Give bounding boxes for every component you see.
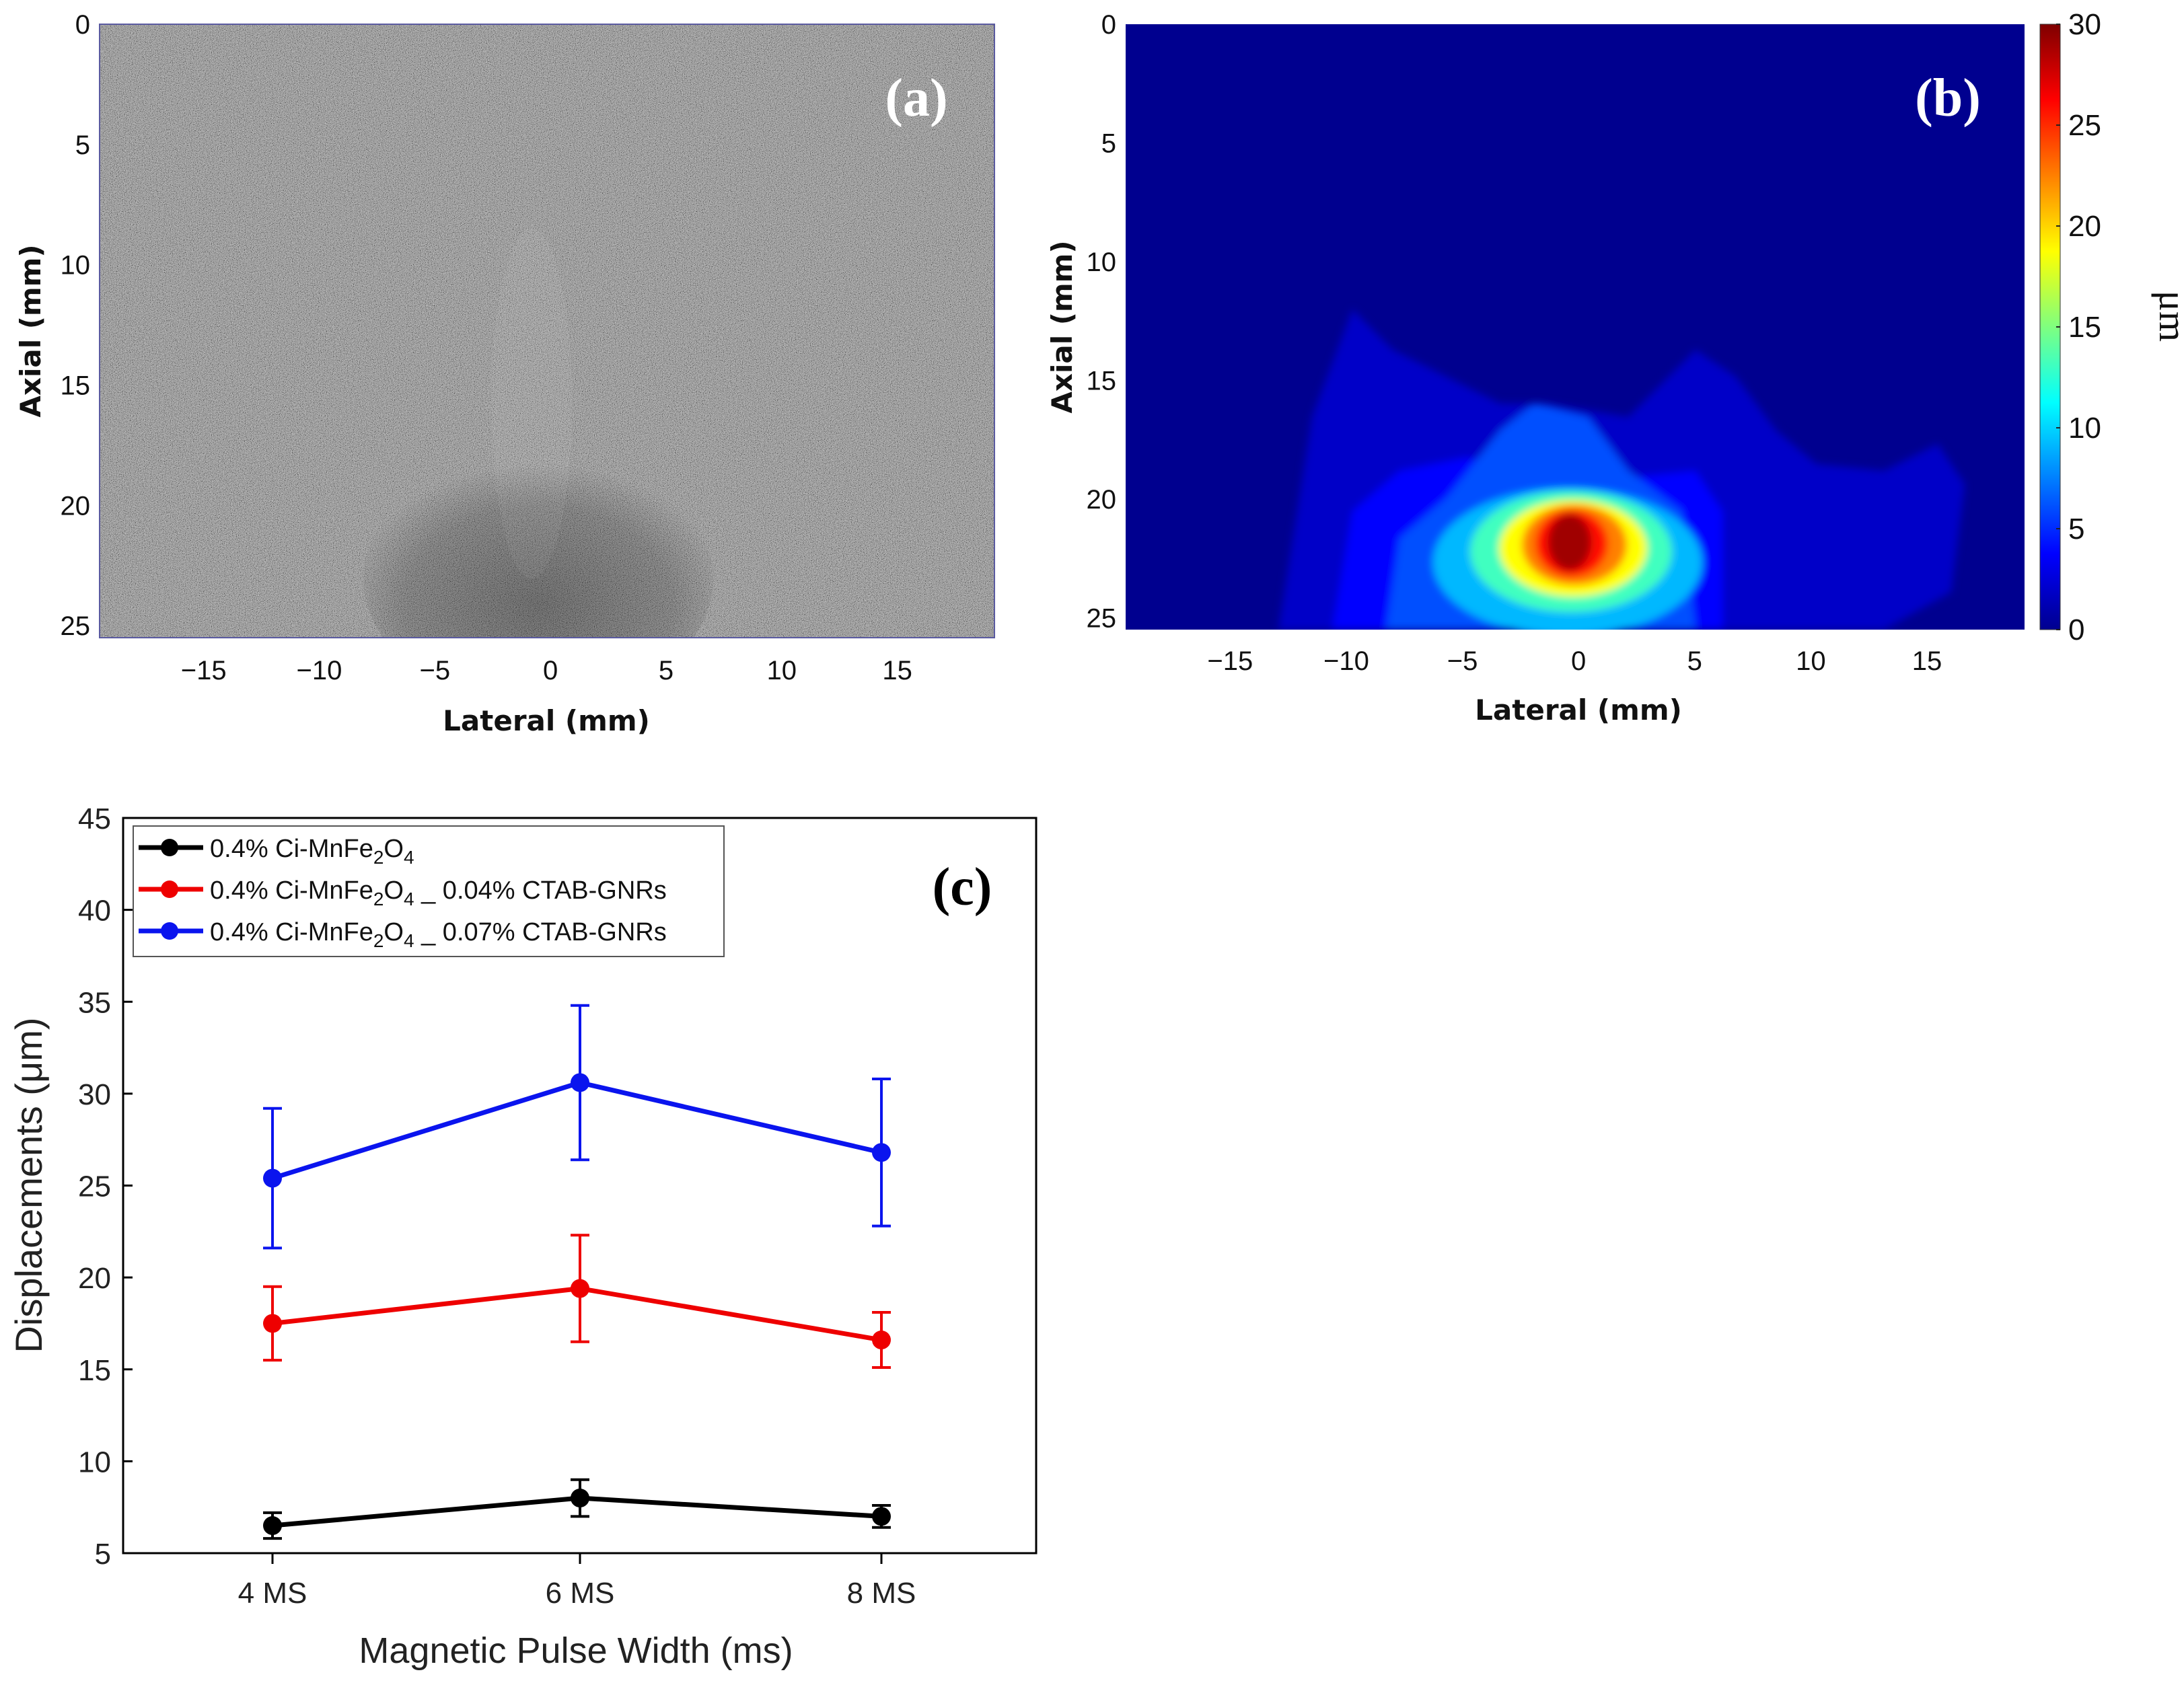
panel-b-y-tick-label: 10 <box>1087 248 1117 277</box>
series-0 <box>263 1478 891 1540</box>
data-point <box>872 1143 891 1162</box>
legend-marker <box>161 922 178 940</box>
panel-b-y-tick-label: 5 <box>1101 128 1116 158</box>
panel-b-x-tick-label: −10 <box>1323 646 1369 676</box>
data-point <box>571 1489 589 1508</box>
panel-b-y-axis-label: Axial (mm) <box>1046 240 1079 413</box>
y-tick-label: 20 <box>78 1262 111 1295</box>
panel-a-y-tick-label: 15 <box>61 371 91 400</box>
panel-a-x-tick-label: −5 <box>420 656 451 685</box>
data-point <box>263 1168 282 1188</box>
colorbar-tick-label: 10 <box>2068 412 2101 445</box>
y-tick-label: 10 <box>78 1446 111 1478</box>
panel-a-y-ticks: 0 5 10 15 20 25 <box>61 10 91 641</box>
panel-b-colorbar-unit: μm <box>2151 291 2184 342</box>
x-tick-label: 6 MS <box>546 1577 615 1610</box>
panel-a-x-tick-label: 0 <box>543 656 558 685</box>
y-tick-label: 5 <box>95 1538 111 1571</box>
legend-label: 0.4% Ci-MnFe2O4 _ 0.04% CTAB-GNRs <box>210 876 667 909</box>
panel-b-x-tick-label: 0 <box>1571 646 1586 676</box>
panel-b-y-tick-label: 25 <box>1087 603 1117 633</box>
panel-c-legend: 0.4% Ci-MnFe2O4 0.4% Ci-MnFe2O4 _ 0.04% C… <box>133 825 725 957</box>
data-point <box>571 1073 589 1092</box>
panel-c-series <box>263 1004 891 1540</box>
panel-b-heatmap <box>1126 24 2025 630</box>
panel-c-y-axis-label: Displacements (μm) <box>7 1017 50 1353</box>
panel-a-x-tick-label: 5 <box>659 656 674 685</box>
panel-b-x-tick-label: −15 <box>1207 646 1253 676</box>
x-tick-label: 4 MS <box>238 1577 307 1610</box>
panel-a: (a) −15 −10 −5 0 5 10 15 0 5 10 15 20 25 Lateral (m… <box>14 10 995 737</box>
data-point <box>263 1516 282 1536</box>
series-1 <box>263 1234 891 1370</box>
data-point <box>872 1331 891 1350</box>
data-point <box>571 1279 589 1298</box>
y-tick-label: 35 <box>78 986 111 1019</box>
panel-a-y-tick-label: 10 <box>61 251 91 280</box>
panel-a-y-axis-label: Axial (mm) <box>14 244 47 417</box>
data-point <box>872 1507 891 1526</box>
panel-a-x-tick-label: 15 <box>882 656 912 685</box>
panel-a-y-tick-label: 5 <box>75 130 90 160</box>
panel-b-x-tick-label: 5 <box>1687 646 1702 676</box>
colorbar-tick-label: 25 <box>2068 109 2101 142</box>
panel-b-x-tick-label: 10 <box>1796 646 1826 676</box>
legend-marker <box>161 839 178 856</box>
panel-b-y-tick-label: 0 <box>1101 10 1116 40</box>
panel-c-label: (c) <box>933 858 992 917</box>
panel-b-x-axis-label: Lateral (mm) <box>1475 694 1682 726</box>
y-tick-label: 45 <box>78 802 111 835</box>
panel-c: 5 10 15 20 25 30 35 40 45 4 MS 6 MS 8 MS (c) Magne… <box>7 802 1038 1671</box>
panel-a-x-axis-label: Lateral (mm) <box>443 704 650 737</box>
y-tick-label: 15 <box>78 1354 111 1387</box>
series-2 <box>263 1004 891 1250</box>
panel-b: (b) −15 −10 −5 0 5 10 15 0 5 10 15 20 25 Lateral (m… <box>1046 8 2184 726</box>
panel-c-x-axis-label: Magnetic Pulse Width (ms) <box>359 1631 793 1671</box>
x-tick-label: 8 MS <box>847 1577 916 1610</box>
y-tick-label: 30 <box>78 1078 111 1111</box>
legend-marker <box>161 881 178 898</box>
panel-b-edge-gap <box>2025 24 2031 132</box>
colorbar-tick-label: 15 <box>2068 311 2101 344</box>
panel-c-x-ticks: 4 MS 6 MS 8 MS <box>238 1553 916 1610</box>
colorbar-tick-label: 5 <box>2068 513 2084 546</box>
panel-a-image <box>100 24 994 638</box>
panel-a-x-tick-label: 10 <box>767 656 797 685</box>
y-tick-label: 25 <box>78 1170 111 1203</box>
panel-b-x-ticks: −15 −10 −5 0 5 10 15 <box>1207 646 1942 676</box>
panel-b-x-tick-label: 15 <box>1912 646 1942 676</box>
panel-a-y-tick-label: 0 <box>75 10 90 40</box>
panel-a-frame <box>99 24 995 638</box>
panel-a-y-tick-label: 25 <box>61 611 91 641</box>
series-line <box>271 1080 882 1181</box>
colorbar-tick-label: 0 <box>2068 613 2084 646</box>
panel-b-x-tick-label: −5 <box>1447 646 1478 676</box>
panel-a-x-tick-label: −10 <box>297 656 342 685</box>
panel-b-label: (b) <box>1915 69 1981 128</box>
panel-a-x-ticks: −15 −10 −5 0 5 10 15 <box>181 656 912 685</box>
panel-a-x-tick-label: −15 <box>181 656 227 685</box>
legend-label: 0.4% Ci-MnFe2O4 <box>210 835 414 868</box>
legend-box <box>133 825 725 957</box>
legend-label: 0.4% Ci-MnFe2O4 _ 0.07% CTAB-GNRs <box>210 918 667 951</box>
panel-a-y-tick-label: 20 <box>61 491 91 521</box>
colorbar-tick-label: 30 <box>2068 8 2101 41</box>
panel-b-y-tick-label: 15 <box>1087 366 1117 396</box>
colorbar-tick-label: 20 <box>2068 210 2101 243</box>
panel-a-label: (a) <box>885 69 947 128</box>
data-point <box>263 1314 282 1333</box>
y-tick-label: 40 <box>78 895 111 928</box>
panel-b-y-ticks: 0 5 10 15 20 25 <box>1087 10 1117 633</box>
panel-b-y-tick-label: 20 <box>1087 485 1117 515</box>
panel-c-y-ticks: 5 10 15 20 25 30 35 40 45 <box>78 802 133 1571</box>
panel-b-colorbar-ticks: 0 5 10 15 20 25 30 <box>2056 8 2101 646</box>
